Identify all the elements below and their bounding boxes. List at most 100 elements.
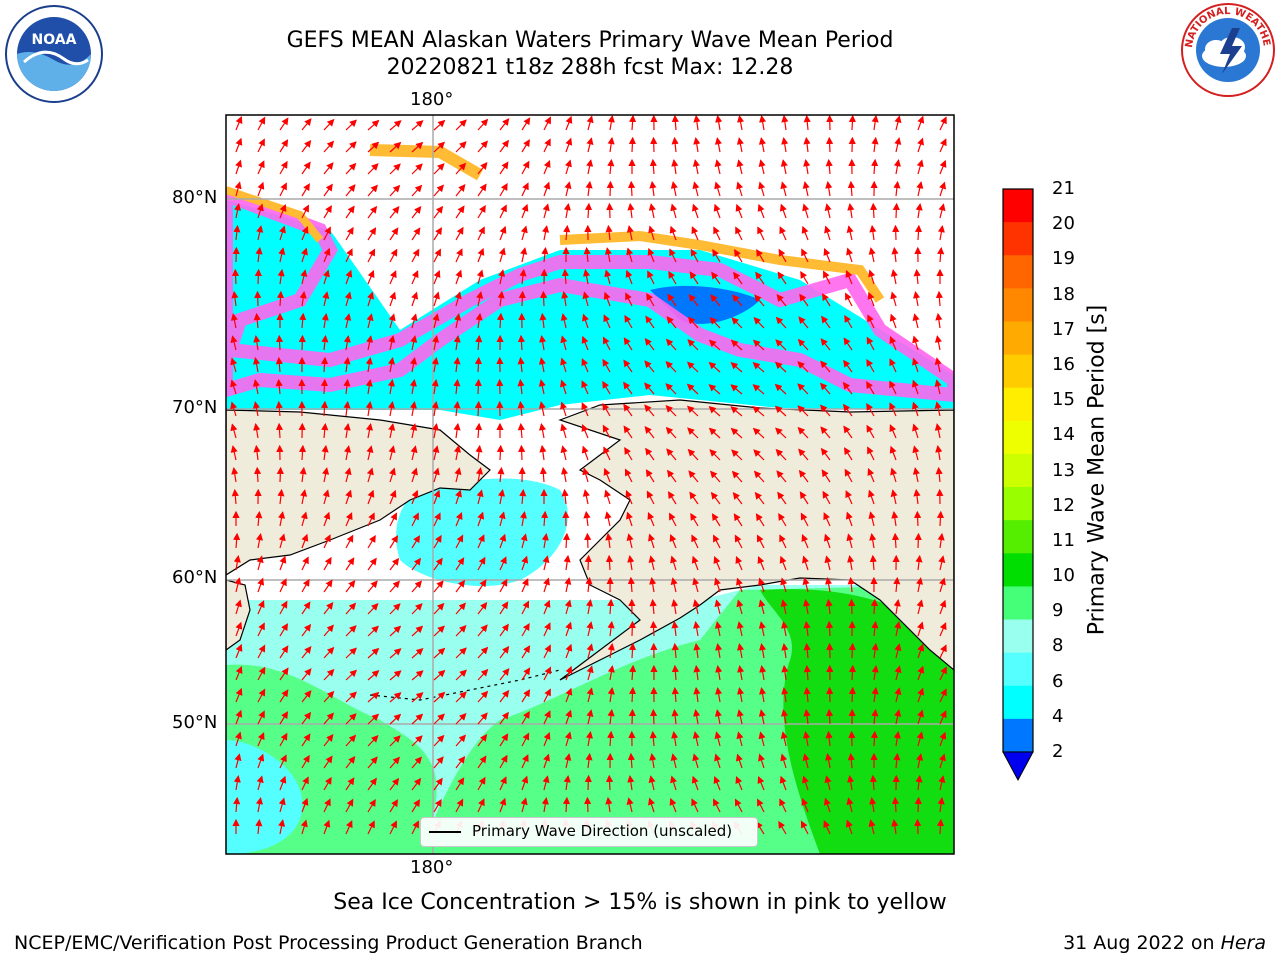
wave-arrow (735, 203, 743, 219)
wave-arrow (367, 269, 375, 285)
wave-arrow (252, 357, 261, 373)
wave-arrow (301, 797, 309, 813)
wave-arrow (606, 202, 614, 219)
wave-arrow (235, 621, 243, 637)
wave-arrow (823, 512, 831, 527)
wave-arrow (564, 753, 572, 769)
wave-arrow (499, 754, 508, 769)
wave-arrow (517, 356, 525, 373)
wave-arrow (300, 489, 308, 505)
wave-arrow (323, 668, 335, 681)
wave-arrow (845, 819, 853, 835)
wave-arrow (825, 158, 833, 175)
wave-arrow (433, 602, 445, 615)
wave-arrow (235, 709, 243, 725)
wave-arrow (603, 467, 611, 483)
wave-arrow (671, 599, 679, 615)
wave-arrow (713, 203, 721, 219)
wave-arrow (323, 624, 334, 637)
wave-arrow (867, 314, 875, 329)
wave-arrow (713, 226, 721, 241)
wave-arrow (389, 777, 400, 791)
wave-arrow (774, 361, 787, 373)
wave-arrow (301, 225, 309, 241)
wave-arrow (367, 820, 375, 835)
wave-arrow (321, 334, 329, 351)
wave-arrow (539, 312, 547, 329)
wave-arrow (603, 446, 611, 461)
wave-arrow (665, 361, 677, 373)
wave-arrow (671, 731, 679, 747)
wave-arrow (411, 735, 423, 747)
wave-arrow (367, 756, 378, 769)
wave-arrow (623, 359, 633, 373)
wave-arrow (825, 181, 833, 197)
wave-arrow (602, 402, 611, 417)
wave-arrow (275, 422, 284, 439)
wave-arrow (584, 202, 593, 219)
wave-arrow (521, 600, 530, 615)
chart-title: GEFS MEAN Alaskan Waters Primary Wave Me… (286, 28, 894, 53)
wave-arrow (713, 534, 721, 549)
wave-arrow (917, 115, 925, 131)
wave-arrow (671, 620, 679, 637)
wave-arrow (561, 268, 569, 285)
wave-arrow (690, 512, 699, 527)
wave-arrow (411, 756, 422, 769)
wave-arrow (234, 599, 242, 615)
wave-arrow (345, 602, 357, 615)
wave-arrow (708, 427, 721, 439)
wave-arrow (389, 291, 397, 307)
wave-arrow (915, 203, 923, 219)
colorbar-tick-label: 9 (1052, 600, 1064, 622)
wave-arrow (543, 159, 551, 175)
wave-arrow (669, 533, 677, 549)
wave-arrow (585, 752, 593, 769)
wave-arrow (671, 136, 679, 153)
wave-arrow (665, 383, 677, 395)
wave-arrow (607, 687, 615, 703)
wave-arrow (669, 512, 677, 527)
wave-arrow (934, 423, 942, 439)
wave-arrow (367, 534, 376, 549)
wave-arrow (477, 226, 485, 241)
wave-arrow (802, 775, 809, 791)
wave-arrow (345, 734, 357, 747)
wave-arrow (871, 620, 879, 637)
wave-arrow (891, 796, 900, 813)
wave-arrow (916, 753, 924, 769)
wave-arrow (234, 203, 242, 219)
wave-arrow (917, 621, 924, 637)
wave-arrow (367, 227, 377, 241)
wave-arrow (734, 248, 743, 263)
wave-arrow (915, 774, 923, 791)
wave-arrow (847, 775, 855, 791)
wave-arrow (521, 139, 530, 153)
wave-arrow (345, 691, 357, 703)
wave-arrow (299, 466, 307, 483)
wave-arrow (257, 644, 266, 659)
wave-arrow (586, 115, 594, 131)
wave-arrow (560, 379, 567, 395)
wave-arrow (411, 820, 419, 835)
wave-arrow (690, 248, 699, 263)
wave-arrow (541, 533, 549, 549)
wave-arrow (563, 224, 571, 241)
wave-arrow (583, 510, 591, 527)
wave-arrow (823, 820, 831, 835)
wave-arrow (710, 294, 721, 307)
wave-arrow (234, 731, 242, 747)
wave-arrow (646, 490, 655, 505)
wave-arrow (256, 225, 264, 241)
wave-arrow (367, 580, 378, 593)
wave-arrow (914, 510, 922, 527)
wave-arrow (889, 424, 897, 439)
wave-arrow (540, 290, 548, 307)
wave-arrow (889, 313, 897, 329)
wave-arrow (321, 444, 329, 461)
wave-arrow (803, 136, 811, 153)
wave-arrow (820, 447, 831, 461)
wave-arrow (649, 158, 657, 175)
wave-arrow (433, 580, 444, 593)
wave-arrow (692, 181, 700, 197)
